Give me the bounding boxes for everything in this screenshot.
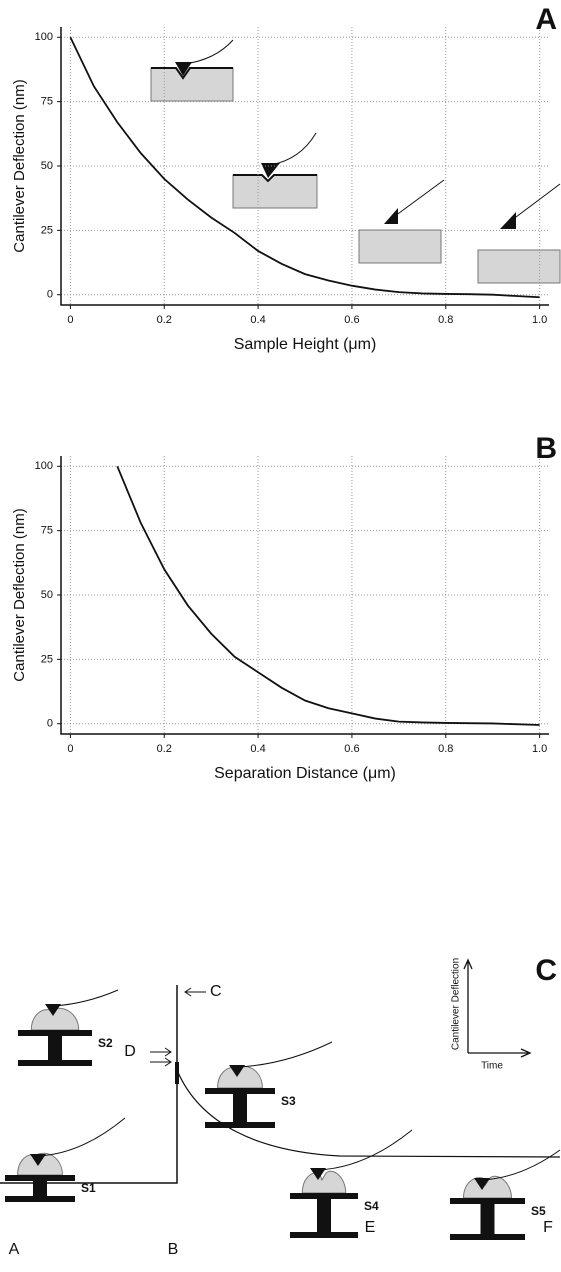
x-tick-label: 0	[67, 743, 73, 755]
y-axis-label: Cantilever Deflection (nm)	[11, 79, 28, 252]
x-axis-label: Separation Distance (μm)	[214, 765, 396, 782]
cantilever	[52, 989, 119, 1007]
stage-base	[290, 1232, 358, 1238]
sample	[301, 1170, 347, 1194]
y-tick-label: 50	[41, 160, 53, 172]
data-line	[116, 465, 540, 726]
panel-label: B	[535, 432, 557, 465]
y-tick-label: 100	[35, 460, 53, 472]
cantilever	[236, 1041, 333, 1068]
stage-stem	[317, 1199, 331, 1232]
stage-base	[205, 1122, 275, 1128]
y-tick-label: 50	[41, 589, 53, 601]
stage-top	[450, 1198, 525, 1204]
y-tick-label: 25	[41, 653, 53, 665]
stage-base	[450, 1234, 525, 1240]
tip	[310, 1168, 326, 1180]
stage-stem	[48, 1036, 62, 1060]
sample-label: S3	[281, 1094, 296, 1108]
stage-stem	[233, 1094, 247, 1122]
tip	[30, 1154, 46, 1166]
x-axis-label: Sample Height (μm)	[234, 336, 377, 353]
trace-curve	[176, 1069, 561, 1158]
stage-stem	[480, 1204, 495, 1234]
stage-top	[205, 1088, 275, 1094]
inset-a4	[477, 183, 561, 284]
marker-label: F	[543, 1219, 553, 1236]
inset-a3	[358, 179, 445, 264]
marker-label: D	[124, 1043, 136, 1060]
x-tick-label: 0	[67, 314, 73, 326]
marker-label: A	[9, 1241, 20, 1258]
marker-label: C	[210, 983, 222, 1000]
x-tick-label: 0.4	[250, 743, 265, 755]
inset-a1	[150, 39, 234, 102]
y-axis-label: Cantilever Deflection (nm)	[11, 508, 28, 681]
tip	[474, 1178, 490, 1190]
y-tick-label: 75	[41, 96, 53, 108]
x-tick-label: 0.4	[250, 314, 265, 326]
marker-label: B	[168, 1241, 179, 1258]
stage-stem	[33, 1181, 47, 1196]
diagram-c	[0, 958, 561, 1184]
cantilever	[481, 1149, 561, 1181]
tip	[45, 1004, 61, 1016]
arrow-d	[150, 1047, 172, 1067]
x-tick-label: 1.0	[532, 743, 547, 755]
inset-a2	[232, 132, 318, 209]
x-tick-label: 0.2	[157, 743, 172, 755]
x-tick-label: 0.2	[157, 314, 172, 326]
cantilever	[317, 1129, 413, 1171]
stage-top	[18, 1030, 92, 1036]
stage-base	[5, 1196, 75, 1202]
marker-label: E	[365, 1219, 376, 1236]
stage-top	[290, 1193, 358, 1199]
axis	[60, 456, 549, 735]
inset-y-label: Cantilever Deflection	[451, 958, 462, 1050]
sample-label: S4	[364, 1199, 379, 1213]
trace-axes	[0, 985, 178, 1184]
x-tick-label: 0.8	[438, 314, 453, 326]
arrow-c	[184, 987, 206, 997]
sample-label: S2	[98, 1036, 113, 1050]
trace-jump	[175, 1062, 179, 1084]
y-tick-label: 75	[41, 525, 53, 537]
stage-top	[5, 1175, 75, 1181]
panel-label: A	[535, 3, 557, 36]
sample-label: S5	[531, 1204, 546, 1218]
panel-label: C	[535, 954, 557, 987]
y-tick-label: 25	[41, 224, 53, 236]
x-tick-label: 0.8	[438, 743, 453, 755]
inset-x-label: Time	[481, 1061, 503, 1072]
y-tick-label: 100	[35, 31, 53, 43]
inset-axes	[463, 958, 532, 1058]
x-tick-label: 0.6	[344, 314, 359, 326]
x-tick-label: 1.0	[532, 314, 547, 326]
data-line	[69, 36, 540, 299]
stage-base	[18, 1060, 92, 1066]
y-tick-label: 0	[47, 718, 53, 730]
sample-label: S1	[81, 1181, 96, 1195]
x-tick-label: 0.6	[344, 743, 359, 755]
y-tick-label: 0	[47, 289, 53, 301]
tip	[229, 1065, 245, 1077]
axis	[60, 27, 549, 306]
cantilever	[37, 1117, 126, 1157]
